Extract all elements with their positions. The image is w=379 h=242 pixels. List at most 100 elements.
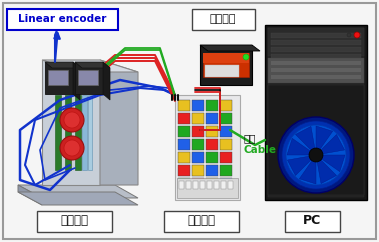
Circle shape (60, 136, 84, 160)
FancyBboxPatch shape (3, 3, 376, 239)
Text: 공급전원: 공급전원 (210, 14, 236, 24)
Polygon shape (42, 60, 138, 72)
Bar (206, 113, 218, 124)
Bar (203, 53, 249, 63)
Bar (179, 181, 184, 189)
Bar (178, 113, 190, 124)
Text: 축소모델: 축소모델 (60, 214, 88, 227)
Polygon shape (75, 62, 110, 68)
Polygon shape (316, 126, 333, 150)
Bar (203, 53, 249, 77)
Text: Cable: Cable (243, 145, 276, 155)
Bar (192, 139, 204, 150)
Polygon shape (18, 185, 138, 198)
Bar (78, 70, 98, 85)
Bar (271, 40, 361, 45)
Bar (265, 25, 367, 200)
Polygon shape (103, 62, 110, 100)
Polygon shape (287, 138, 311, 155)
Bar (192, 152, 204, 163)
Bar (75, 62, 103, 94)
Polygon shape (18, 192, 138, 205)
Bar (206, 165, 218, 176)
Bar (192, 100, 204, 111)
Bar (200, 181, 205, 189)
Polygon shape (287, 156, 312, 175)
Polygon shape (317, 159, 337, 184)
Bar (220, 126, 232, 137)
Bar (271, 33, 361, 38)
Bar (220, 165, 232, 176)
Circle shape (309, 148, 323, 162)
Polygon shape (73, 62, 80, 100)
Polygon shape (100, 60, 138, 185)
Bar (178, 165, 190, 176)
Polygon shape (42, 60, 100, 185)
Bar (271, 75, 361, 79)
Bar (75, 95, 81, 170)
Bar (268, 58, 364, 83)
Bar (82, 95, 87, 170)
Bar (220, 100, 232, 111)
Bar (192, 126, 204, 137)
Bar (206, 178, 218, 189)
Polygon shape (18, 185, 42, 205)
Bar (192, 113, 204, 124)
Bar (206, 139, 218, 150)
FancyBboxPatch shape (163, 211, 238, 232)
Bar (206, 100, 218, 111)
Text: Linear encoder: Linear encoder (18, 14, 106, 24)
Polygon shape (296, 126, 315, 151)
Circle shape (282, 121, 350, 189)
Bar (220, 113, 232, 124)
Bar (268, 28, 364, 197)
Bar (206, 126, 218, 137)
Text: 통신: 통신 (243, 133, 255, 143)
Bar (206, 152, 218, 163)
Bar (192, 178, 204, 189)
Bar (220, 178, 232, 189)
Circle shape (64, 140, 80, 156)
Text: PC: PC (303, 214, 321, 227)
Bar (55, 95, 61, 170)
Bar (200, 45, 252, 85)
Polygon shape (45, 62, 80, 68)
Bar (220, 152, 232, 163)
Bar (228, 181, 233, 189)
Polygon shape (321, 155, 345, 172)
Bar (177, 178, 238, 198)
FancyBboxPatch shape (191, 8, 255, 30)
Bar (192, 165, 204, 176)
Bar (178, 178, 190, 189)
Bar (271, 47, 361, 52)
Bar (178, 126, 190, 137)
Bar (178, 139, 190, 150)
Bar (45, 62, 73, 94)
Polygon shape (299, 160, 316, 184)
Bar (220, 139, 232, 150)
Polygon shape (200, 45, 260, 51)
Text: 통신모듈: 통신모듈 (187, 214, 215, 227)
Bar (175, 95, 240, 200)
FancyBboxPatch shape (6, 8, 117, 30)
Bar (88, 95, 92, 170)
Circle shape (354, 32, 360, 38)
Bar (178, 100, 190, 111)
Bar (193, 181, 198, 189)
Circle shape (278, 117, 354, 193)
Circle shape (286, 125, 346, 185)
Bar (207, 181, 212, 189)
Bar (221, 181, 226, 189)
Circle shape (347, 33, 351, 37)
Bar (268, 85, 364, 195)
Bar (214, 181, 219, 189)
Bar (205, 65, 239, 77)
FancyBboxPatch shape (36, 211, 111, 232)
Bar (271, 61, 361, 65)
Bar (271, 68, 361, 72)
Bar (178, 152, 190, 163)
Bar (48, 70, 68, 85)
Circle shape (64, 112, 80, 128)
Circle shape (60, 108, 84, 132)
Polygon shape (320, 135, 345, 154)
